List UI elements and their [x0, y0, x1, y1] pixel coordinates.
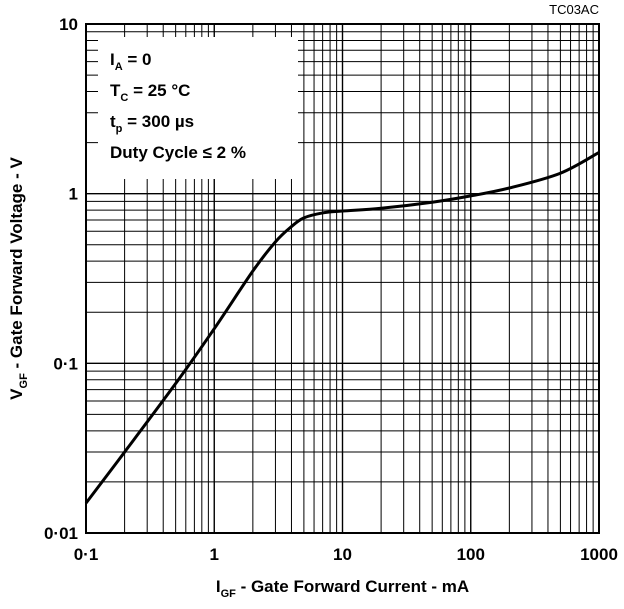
y-tick-label: 10 [59, 15, 78, 34]
x-axis-title: IGF - Gate Forward Current - mA [216, 577, 469, 600]
x-tick-label: 1 [210, 545, 219, 564]
y-axis-title: VGF - Gate Forward Voltage - V [7, 157, 30, 400]
y-tick-label: 0·1 [53, 354, 78, 373]
condition-line: IA = 0 [110, 50, 152, 73]
figure-code: TC03AC [549, 2, 599, 17]
x-tick-labels: 0·1 1 10 100 1000 [74, 545, 618, 564]
plot-frame [85, 23, 600, 534]
condition-line: TC = 25 °C [110, 81, 190, 104]
x-tick-label: 10 [333, 545, 352, 564]
x-tick-label: 100 [457, 545, 485, 564]
condition-line: tp = 300 µs [110, 112, 194, 135]
y-tick-label: 1 [69, 185, 78, 204]
y-tick-label: 0·01 [44, 524, 78, 543]
conditions-legend: IA = 0 TC = 25 °C tp = 300 µs Duty Cycle ≤ … [110, 50, 246, 162]
x-tick-label: 1000 [580, 545, 618, 564]
x-tick-label: 0·1 [74, 545, 99, 564]
y-tick-labels: 0·01 0·1 1 10 [44, 15, 78, 543]
series-line [84, 151, 600, 505]
condition-line: Duty Cycle ≤ 2 % [110, 143, 246, 162]
conditions-box [98, 37, 298, 179]
